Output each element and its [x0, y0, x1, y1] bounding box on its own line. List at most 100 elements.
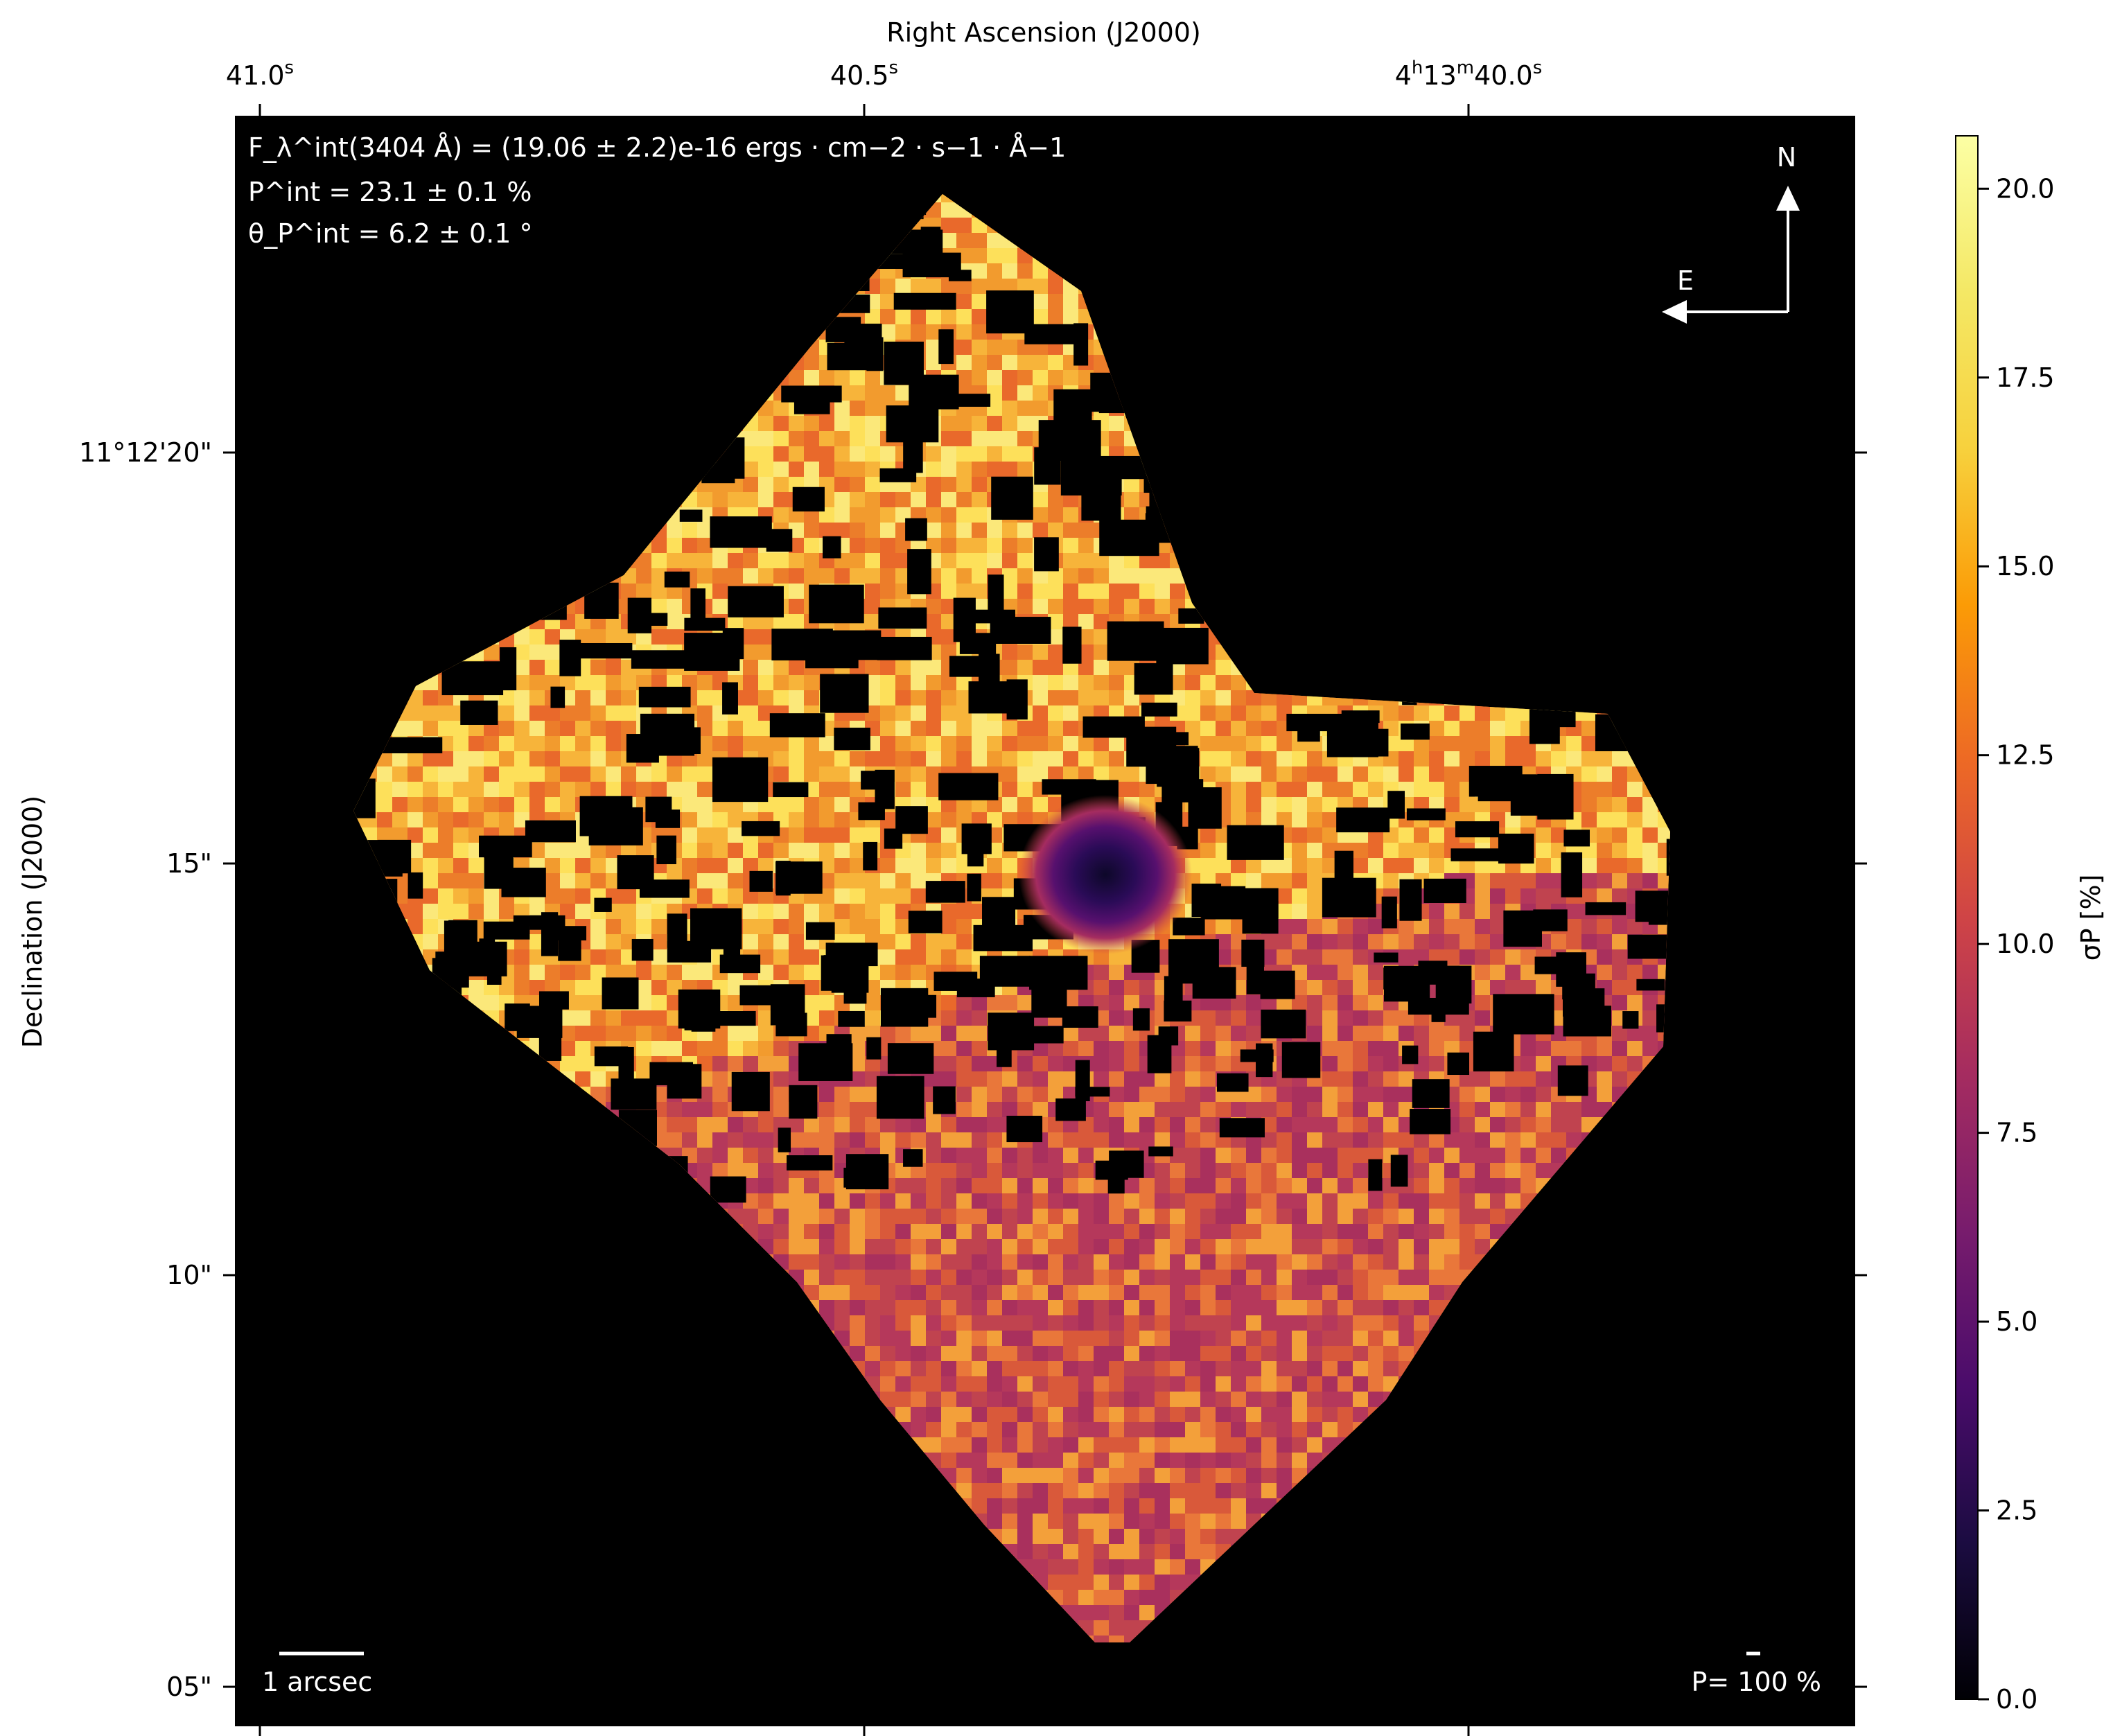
- map-cell: [621, 919, 636, 934]
- map-cell: [941, 904, 956, 919]
- map-cell: [1292, 904, 1307, 919]
- map-cell: [1277, 934, 1292, 949]
- map-cell: [1612, 995, 1627, 1010]
- map-cell: [865, 995, 880, 1010]
- map-cell: [1002, 248, 1017, 263]
- map-cell: [880, 446, 895, 462]
- map-cell: [590, 782, 606, 797]
- map-cell: [377, 766, 392, 782]
- map-cell: [758, 904, 773, 919]
- map-cell: [1399, 827, 1414, 843]
- map-cell: [926, 309, 941, 324]
- map-cell: [1383, 1010, 1399, 1026]
- map-cell: [865, 827, 880, 843]
- map-cell: [1124, 1041, 1139, 1056]
- map-cell: [926, 766, 941, 782]
- map-cell: [697, 538, 712, 553]
- map-cell: [743, 934, 758, 949]
- map-cell: [1261, 736, 1277, 751]
- map-cell: [1261, 782, 1277, 797]
- map-cell: [1109, 584, 1124, 599]
- map-cell: [514, 690, 529, 705]
- map-cell: [651, 934, 667, 949]
- map-cell: [758, 477, 773, 492]
- map-cell: [804, 797, 819, 812]
- map-cell: [926, 324, 941, 340]
- map-cell: [1353, 934, 1368, 949]
- map-cell: [1231, 782, 1246, 797]
- map-cell: [895, 660, 911, 675]
- map-cell: [423, 858, 438, 873]
- map-cell: [865, 599, 880, 614]
- map-cell: [880, 568, 895, 584]
- map-cell: [590, 1026, 606, 1041]
- map-cell: [1033, 751, 1048, 766]
- map-cell: [1017, 416, 1033, 431]
- map-cell: [1094, 766, 1109, 782]
- map-cell: [865, 919, 880, 934]
- map-cell: [514, 721, 529, 736]
- map-cell: [850, 873, 865, 888]
- map-cell: [453, 858, 468, 873]
- map-cell: [743, 705, 758, 721]
- map-cell: [850, 888, 865, 904]
- map-cell: [895, 873, 911, 888]
- map-cell: [423, 721, 438, 736]
- map-cell: [1017, 995, 1033, 1010]
- map-cell: [651, 538, 667, 553]
- map-cell: [636, 919, 651, 934]
- map-cell: [789, 584, 804, 599]
- map-cell: [834, 812, 850, 827]
- map-cell: [1581, 766, 1597, 782]
- map-cell: [606, 721, 621, 736]
- map-cell: [1322, 934, 1338, 949]
- map-cell: [453, 827, 468, 843]
- map-cell: [1475, 949, 1490, 965]
- map-cell: [956, 523, 972, 538]
- map-cell: [697, 827, 712, 843]
- map-cell: [834, 416, 850, 431]
- map-cell: [1277, 858, 1292, 873]
- map-cell: [972, 355, 987, 370]
- map-cell: [560, 721, 575, 736]
- map-cell: [819, 568, 834, 584]
- map-cell: [1490, 919, 1505, 934]
- map-cell: [911, 843, 926, 858]
- map-cell: [621, 705, 636, 721]
- map-cell: [438, 827, 453, 843]
- map-cell: [1581, 934, 1597, 949]
- map-cell: [1475, 888, 1490, 904]
- map-cell: [987, 858, 1002, 873]
- map-cell: [773, 1041, 789, 1056]
- map-cell: [636, 1041, 651, 1056]
- map-cell: [667, 1041, 682, 1056]
- map-cell: [712, 873, 728, 888]
- map-cell: [1612, 873, 1627, 888]
- map-cell: [1109, 995, 1124, 1010]
- map-cell: [468, 766, 484, 782]
- map-cell: [850, 1026, 865, 1041]
- map-cell: [621, 675, 636, 690]
- map-cell: [423, 705, 438, 721]
- map-cell: [911, 873, 926, 888]
- map-cell: [1277, 797, 1292, 812]
- map-cell: [789, 370, 804, 385]
- map-cell: [1094, 675, 1109, 690]
- map-cell: [1307, 904, 1322, 919]
- map-cell: [895, 584, 911, 599]
- map-cell: [773, 507, 789, 523]
- map-cell: [651, 1026, 667, 1041]
- map-cell: [987, 797, 1002, 812]
- map-cell: [789, 446, 804, 462]
- map-cell: [560, 888, 575, 904]
- map-cell: [1536, 858, 1551, 873]
- map-cell: [743, 675, 758, 690]
- map-cell: [850, 462, 865, 477]
- map-cell: [728, 827, 743, 843]
- map-cell: [438, 873, 453, 888]
- map-cell: [758, 446, 773, 462]
- map-cell: [972, 462, 987, 477]
- map-cell: [423, 812, 438, 827]
- map-cell: [423, 888, 438, 904]
- map-cell: [1307, 949, 1322, 965]
